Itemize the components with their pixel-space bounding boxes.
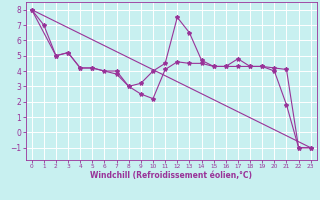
- X-axis label: Windchill (Refroidissement éolien,°C): Windchill (Refroidissement éolien,°C): [90, 171, 252, 180]
